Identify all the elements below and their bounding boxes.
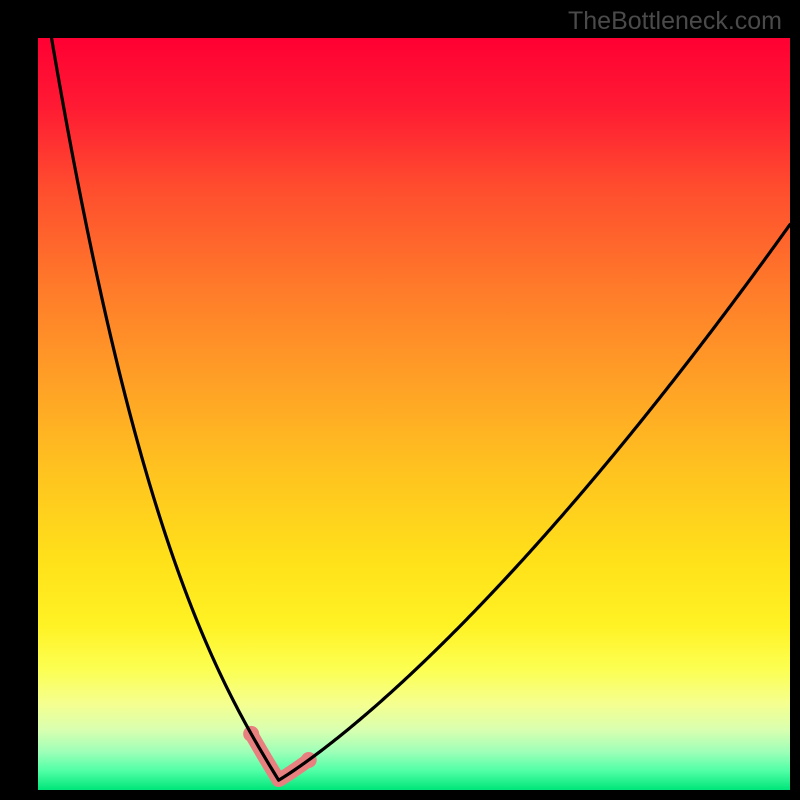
plot-area xyxy=(38,38,790,790)
bottleneck-curve xyxy=(38,38,790,790)
chart-root: TheBottleneck.com xyxy=(0,0,800,800)
watermark-text: TheBottleneck.com xyxy=(568,7,782,36)
curve-line xyxy=(52,38,790,780)
minimum-marker-band xyxy=(251,734,309,780)
